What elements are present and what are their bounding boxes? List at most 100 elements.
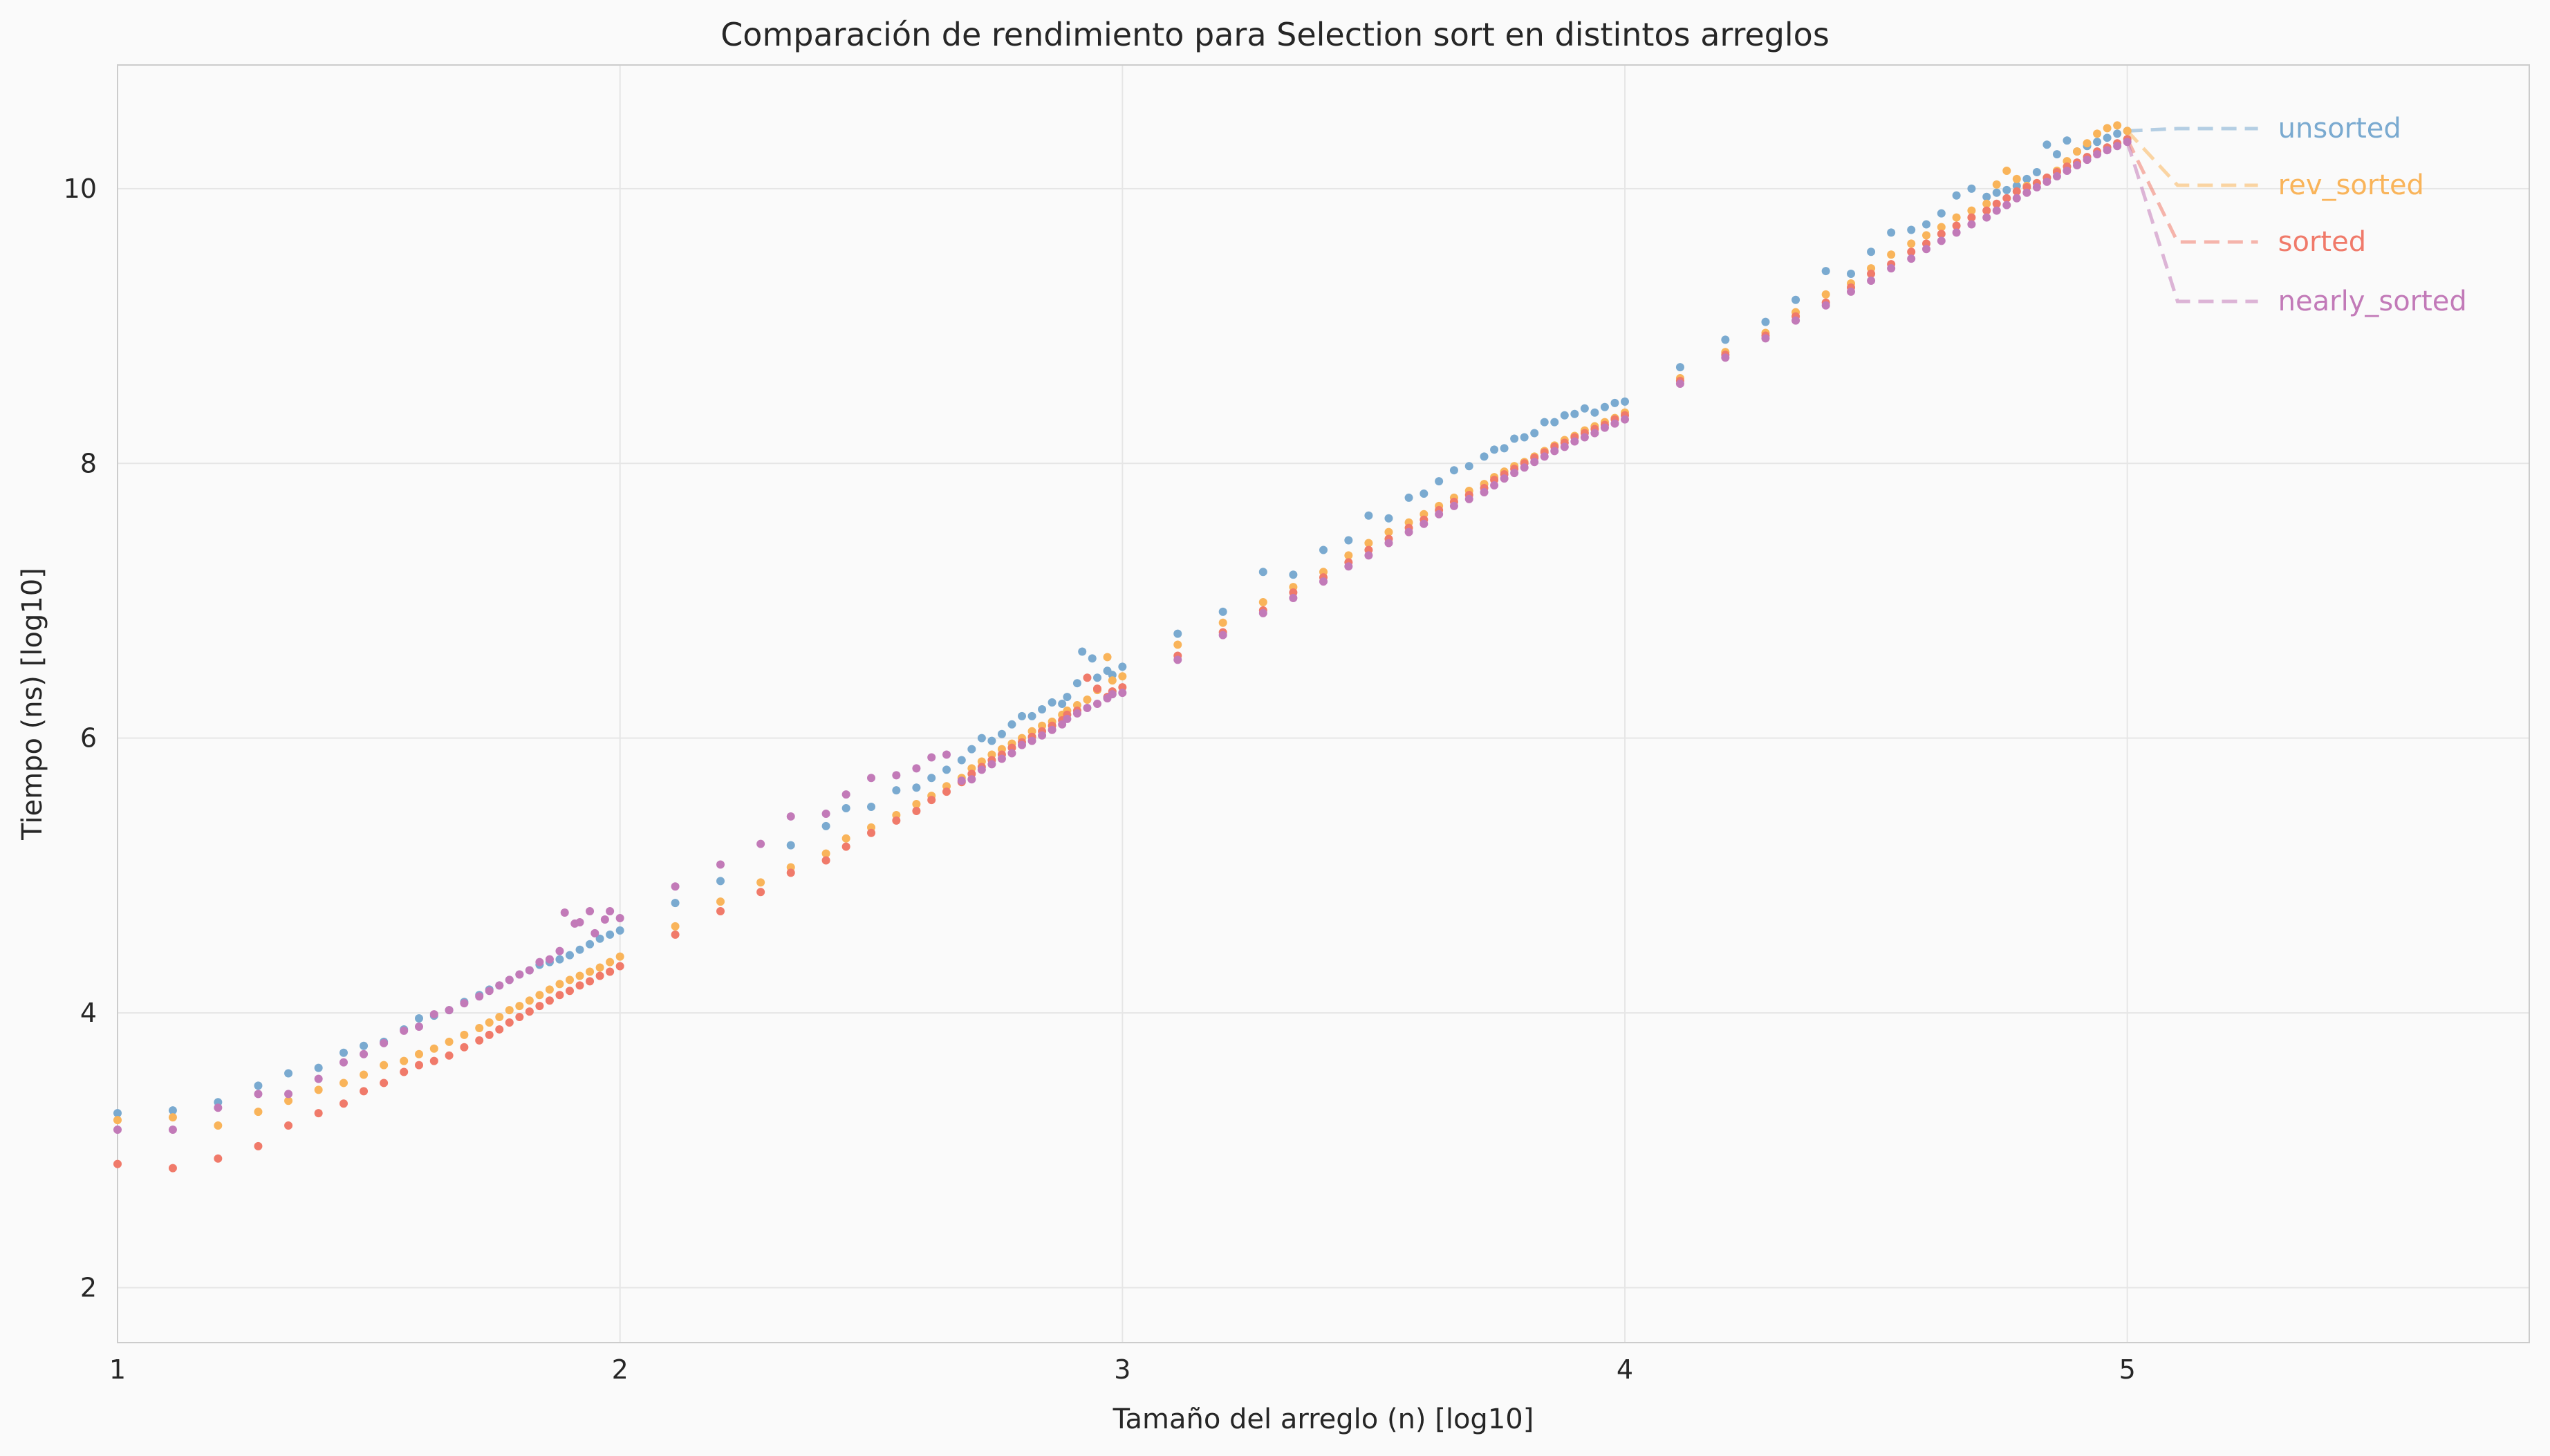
data-point bbox=[2093, 129, 2102, 138]
data-point bbox=[912, 764, 921, 773]
data-point bbox=[535, 958, 544, 967]
data-point bbox=[2093, 150, 2102, 159]
data-point bbox=[606, 967, 615, 976]
data-point bbox=[254, 1108, 263, 1117]
data-point bbox=[1907, 225, 1916, 234]
data-point bbox=[586, 940, 595, 949]
data-point bbox=[339, 1099, 348, 1108]
data-point bbox=[1530, 429, 1539, 438]
data-point bbox=[1018, 740, 1026, 749]
data-point bbox=[339, 1058, 348, 1067]
data-point bbox=[600, 915, 609, 924]
data-point bbox=[1510, 469, 1519, 478]
data-point bbox=[1404, 493, 1413, 502]
data-point bbox=[2022, 174, 2031, 183]
data-point bbox=[1621, 415, 1629, 424]
data-point bbox=[756, 888, 765, 897]
data-point bbox=[2083, 139, 2092, 148]
data-point bbox=[460, 1030, 469, 1039]
data-point bbox=[595, 963, 604, 972]
data-point bbox=[867, 803, 875, 812]
data-point bbox=[495, 1025, 504, 1034]
data-point bbox=[1610, 398, 1619, 407]
x-axis-ticks: 1 2 3 4 5 bbox=[109, 1354, 2136, 1385]
data-point bbox=[1887, 264, 1896, 273]
data-point bbox=[475, 992, 484, 1001]
data-point bbox=[967, 775, 976, 784]
data-point bbox=[495, 1013, 504, 1022]
data-point bbox=[1480, 487, 1489, 496]
data-point bbox=[380, 1061, 389, 1070]
data-point bbox=[415, 1014, 423, 1023]
data-point bbox=[560, 908, 569, 917]
data-point bbox=[2002, 167, 2011, 176]
data-point bbox=[1982, 206, 1991, 215]
data-point bbox=[566, 951, 574, 960]
data-point bbox=[2093, 138, 2102, 147]
data-point bbox=[1384, 528, 1393, 536]
data-point bbox=[1867, 276, 1876, 285]
data-point bbox=[1384, 514, 1393, 523]
data-point bbox=[786, 812, 795, 821]
data-point bbox=[460, 1043, 469, 1052]
data-point bbox=[1952, 191, 1961, 200]
data-point bbox=[485, 987, 494, 996]
data-point bbox=[977, 765, 986, 774]
data-point bbox=[2113, 121, 2122, 130]
data-point bbox=[671, 930, 680, 939]
data-point bbox=[2123, 127, 2132, 136]
data-point bbox=[339, 1048, 348, 1057]
data-point bbox=[756, 878, 765, 887]
data-point bbox=[821, 856, 830, 865]
data-point bbox=[1464, 494, 1473, 503]
x-tick-label: 2 bbox=[612, 1354, 629, 1385]
data-point bbox=[841, 804, 850, 813]
data-point bbox=[997, 754, 1006, 763]
data-point bbox=[575, 945, 584, 954]
data-point bbox=[1490, 481, 1499, 490]
data-point bbox=[1027, 711, 1036, 720]
data-point bbox=[1108, 690, 1117, 699]
data-point bbox=[1967, 213, 1976, 222]
data-point bbox=[997, 729, 1006, 738]
data-point bbox=[1173, 629, 1182, 638]
data-point bbox=[942, 787, 951, 796]
data-point bbox=[2083, 156, 2092, 165]
data-point bbox=[841, 842, 850, 851]
data-point bbox=[1992, 180, 2001, 189]
data-point bbox=[429, 1010, 438, 1019]
data-point bbox=[756, 839, 765, 848]
data-point bbox=[615, 962, 624, 971]
leader-line-rev_sorted bbox=[2125, 129, 2258, 187]
data-point bbox=[1344, 562, 1353, 571]
data-point bbox=[2063, 167, 2072, 176]
data-point bbox=[1118, 662, 1127, 671]
data-point bbox=[2073, 161, 2081, 170]
data-point bbox=[254, 1141, 263, 1150]
data-point bbox=[586, 967, 595, 976]
data-point bbox=[113, 1126, 122, 1134]
data-point bbox=[586, 977, 595, 986]
data-point bbox=[555, 980, 564, 989]
data-point bbox=[977, 734, 986, 743]
data-point bbox=[1610, 419, 1619, 428]
data-point bbox=[495, 981, 504, 990]
data-point bbox=[821, 849, 830, 858]
data-point bbox=[671, 899, 680, 908]
data-point bbox=[314, 1063, 323, 1072]
data-point bbox=[168, 1126, 177, 1134]
data-point bbox=[892, 816, 901, 825]
data-point bbox=[2042, 140, 2051, 149]
data-point bbox=[841, 834, 850, 843]
data-point bbox=[505, 1018, 514, 1027]
data-point bbox=[1887, 250, 1896, 259]
data-point bbox=[987, 736, 996, 745]
data-point bbox=[1520, 433, 1529, 442]
data-point bbox=[1590, 408, 1599, 417]
data-point bbox=[1721, 353, 1730, 362]
data-point bbox=[545, 985, 554, 994]
data-point bbox=[2012, 187, 2021, 196]
data-point bbox=[671, 922, 680, 931]
data-point bbox=[1083, 696, 1092, 704]
